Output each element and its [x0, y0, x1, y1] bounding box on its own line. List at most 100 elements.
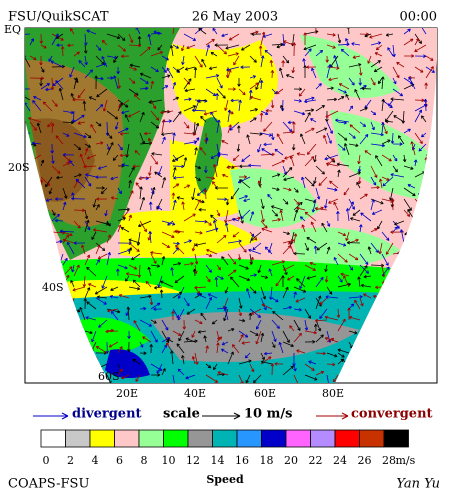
wind-arrow: [172, 28, 176, 35]
wind-arrow: [281, 60, 285, 68]
wind-arrow: [117, 368, 123, 376]
wind-arrow: [161, 368, 166, 376]
wind-arrow: [238, 330, 249, 338]
wind-arrow: [81, 244, 86, 255]
wind-arrow: [186, 44, 196, 50]
wind-arrow: [348, 105, 354, 112]
wind-arrow: [340, 272, 350, 277]
wind-arrow: [67, 43, 75, 48]
wind-arrow: [117, 44, 126, 52]
wind-arrow: [96, 197, 108, 201]
wind-arrow: [75, 178, 86, 189]
wind-arrow: [413, 159, 418, 167]
wind-arrow: [203, 335, 207, 343]
colorbar-swatch: [359, 429, 385, 448]
wind-arrow: [40, 176, 51, 186]
wind-arrow: [260, 152, 275, 157]
wind-arrow: [157, 275, 163, 288]
wind-arrow: [370, 41, 382, 46]
wind-arrow: [40, 83, 50, 90]
wind-arrow: [95, 242, 106, 252]
wind-arrow: [263, 351, 273, 356]
wind-arrow: [263, 121, 273, 132]
wind-arrow: [381, 98, 385, 112]
wind-arrow: [270, 99, 275, 109]
wind-arrow: [112, 154, 119, 161]
wind-arrow: [276, 133, 284, 145]
wind-arrow: [196, 293, 207, 299]
wind-arrow: [381, 122, 385, 134]
wind-arrow: [95, 297, 107, 305]
wind-arrow: [337, 231, 347, 237]
wind-arrow: [348, 171, 361, 178]
wind-arrow: [139, 111, 145, 123]
wind-arrow: [414, 66, 424, 73]
wind-arrow: [414, 54, 427, 59]
wind-arrow: [216, 119, 221, 134]
wind-arrow: [191, 108, 207, 113]
wind-arrow: [128, 77, 136, 84]
wind-arrow: [171, 192, 176, 200]
wind-arrow: [381, 76, 385, 90]
wind-arrow: [403, 187, 416, 197]
wind-arrow: [62, 153, 75, 157]
wind-arrow: [29, 55, 37, 61]
wind-arrow: [238, 374, 244, 383]
wind-arrow: [161, 242, 171, 249]
wind-arrow: [174, 275, 185, 284]
wind-arrow: [154, 171, 163, 178]
wind-arrow: [304, 156, 315, 167]
wind-arrow: [109, 295, 119, 299]
wind-arrow: [259, 112, 264, 123]
wind-arrow: [167, 220, 174, 226]
wind-arrow: [161, 256, 166, 266]
wind-arrow: [148, 99, 163, 104]
wind-arrow: [375, 44, 383, 51]
wind-arrow: [106, 220, 111, 227]
wind-arrow: [246, 134, 251, 145]
wind-arrow: [315, 127, 328, 134]
wind-arrow: [271, 209, 278, 217]
wind-arrow: [110, 286, 119, 291]
wind-arrow: [363, 293, 372, 299]
wind-arrow: [227, 124, 232, 134]
wind-arrow: [232, 154, 240, 162]
wind-arrow: [293, 374, 301, 383]
wind-arrow: [354, 299, 361, 310]
wind-arrow: [293, 201, 303, 211]
wind-arrow: [393, 115, 405, 123]
wind-arrow: [29, 38, 34, 46]
wind-arrow: [205, 296, 213, 310]
wind-arrow: [293, 363, 297, 372]
wind-arrow: [183, 97, 192, 101]
wind-arrow: [351, 42, 361, 46]
wind-arrow: [324, 264, 328, 273]
wind-arrow: [73, 241, 86, 245]
wind-arrow: [91, 330, 97, 343]
wind-arrow: [71, 192, 75, 200]
wind-arrow: [227, 269, 237, 277]
wind-arrow: [224, 286, 229, 294]
wind-arrow: [403, 128, 411, 134]
wind-arrow: [313, 154, 317, 163]
wind-arrow: [132, 164, 141, 169]
wind-arrow: [308, 360, 317, 365]
wind-arrow: [249, 330, 259, 336]
wind-arrow: [181, 201, 185, 211]
wind-arrow: [194, 122, 200, 134]
wind-arrow: [402, 154, 407, 163]
wind-arrow: [260, 31, 266, 46]
wind-arrow: [248, 312, 253, 321]
wind-arrow: [249, 95, 262, 101]
wind-arrow: [296, 278, 306, 288]
wind-arrow: [348, 264, 354, 271]
wind-arrow: [369, 33, 383, 39]
wind-arrow: [225, 198, 230, 206]
wind-arrow: [185, 374, 196, 380]
wind-arrow: [370, 228, 378, 233]
wind-arrow: [47, 121, 53, 128]
wind-arrow: [101, 56, 108, 68]
wind-arrow: [226, 165, 240, 170]
wind-arrow: [39, 33, 44, 44]
wind-arrow: [194, 242, 207, 247]
